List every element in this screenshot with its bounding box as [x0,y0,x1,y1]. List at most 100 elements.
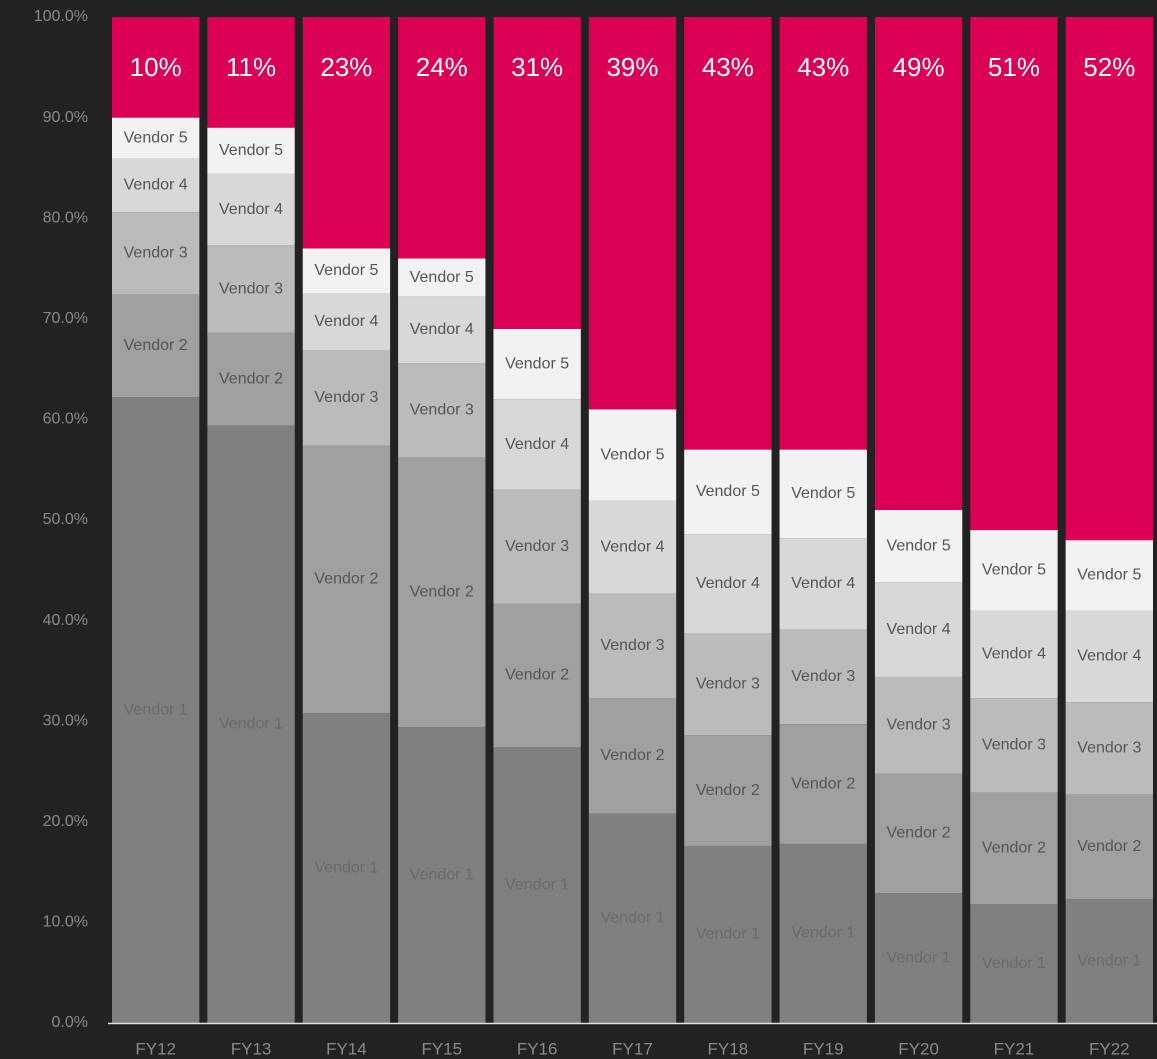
bar-segment [684,449,772,535]
bar-segment [588,698,677,814]
value-label: 24% [416,52,468,82]
segment-label: Vendor 1 [982,955,1046,972]
segment-label: Vendor 4 [887,621,951,638]
segment-label: Vendor 3 [314,389,378,406]
y-tick-label: 10.0% [43,914,88,931]
bar-segment [112,397,200,1023]
bar-segment [207,127,295,174]
segment-label: Vendor 5 [1077,567,1141,584]
segment-label: Vendor 5 [791,485,855,502]
bar-segment [970,792,1058,905]
segment-label: Vendor 2 [696,782,760,799]
bar-segment [970,530,1058,611]
segment-label: Vendor 1 [219,715,283,732]
y-tick-label: 0.0% [52,1014,88,1031]
segment-label: Vendor 3 [696,676,760,693]
segment-label: Vendor 2 [600,747,664,764]
segment-label: Vendor 1 [314,859,378,876]
value-label: 52% [1083,52,1135,82]
y-tick-label: 80.0% [43,209,88,226]
segment-label: Vendor 5 [314,262,378,279]
bar-segment [1065,702,1153,795]
x-tick-label: FY13 [231,1039,272,1058]
segment-label: Vendor 2 [124,337,188,354]
segment-label: Vendor 3 [600,637,664,654]
bar-segment [684,534,772,634]
bar-segment [779,449,867,539]
bar-segment [207,425,295,1023]
segment-label: Vendor 3 [124,245,188,262]
bar-segment [684,735,772,846]
segment-label: Vendor 5 [505,355,569,372]
segment-label: Vendor 4 [1077,648,1141,665]
segment-label: Vendor 4 [982,646,1046,663]
x-tick-label: FY19 [803,1039,844,1058]
y-tick-label: 60.0% [43,411,88,428]
bar-segment [874,17,963,510]
bar-segment [112,212,200,295]
y-tick-label: 30.0% [43,712,88,729]
bar-segment [970,17,1058,531]
segment-label: Vendor 2 [791,775,855,792]
segment-label: Vendor 5 [219,142,283,159]
segment-label: Vendor 3 [410,402,474,419]
x-tick-label: FY16 [517,1039,558,1058]
value-label: 31% [511,52,563,82]
segment-label: Vendor 5 [887,537,951,554]
bar-segment [112,294,200,398]
segment-label: Vendor 5 [124,129,188,146]
bar-segment [207,332,295,426]
segment-label: Vendor 4 [505,436,569,453]
x-tick-label: FY21 [994,1039,1035,1058]
segment-label: Vendor 3 [887,716,951,733]
segment-label: Vendor 1 [124,701,188,718]
bar-segment [1065,610,1153,703]
bar-segment [493,747,581,1023]
segment-label: Vendor 2 [982,840,1046,857]
bar-segment [398,258,486,297]
bar-segment [493,489,581,604]
y-tick-label: 20.0% [43,813,88,830]
x-tick-label: FY14 [326,1039,367,1058]
segment-label: Vendor 1 [600,910,664,927]
segment-label: Vendor 5 [410,269,474,286]
x-tick-label: FY18 [708,1039,749,1058]
bar-segment [112,158,200,213]
y-tick-label: 100.0% [34,8,88,25]
segment-label: Vendor 4 [696,575,760,592]
segment-label: Vendor 2 [1077,838,1141,855]
bar-segment [207,245,295,333]
bar-segment [874,893,963,1023]
bar-segment [684,17,772,450]
segment-label: Vendor 3 [791,668,855,685]
bar-segment [588,593,677,699]
bar-segment [493,17,581,329]
segment-label: Vendor 2 [219,370,283,387]
bar-segment [779,629,867,725]
bar-segment [970,904,1058,1023]
bar-segment [493,328,581,400]
segment-label: Vendor 4 [600,538,664,555]
value-label: 23% [320,52,372,82]
x-tick-label: FY15 [421,1039,462,1058]
segment-label: Vendor 1 [696,926,760,943]
bar-segment [1065,899,1153,1023]
x-tick-label: FY20 [898,1039,939,1058]
segment-label: Vendor 2 [505,667,569,684]
value-label: 43% [797,52,849,82]
segment-label: Vendor 1 [1077,952,1141,969]
segment-label: Vendor 4 [791,575,855,592]
bar-segment [970,698,1058,793]
bar-segment [684,633,772,736]
segment-label: Vendor 1 [410,866,474,883]
bar-segment [588,813,677,1023]
y-tick-label: 90.0% [43,109,88,126]
value-label: 51% [988,52,1040,82]
bar-segment [970,610,1058,699]
bar-segment [684,845,772,1023]
y-tick-label: 40.0% [43,612,88,629]
bar-segment [112,117,200,159]
bar-segment [398,363,486,458]
segment-label: Vendor 5 [982,562,1046,579]
